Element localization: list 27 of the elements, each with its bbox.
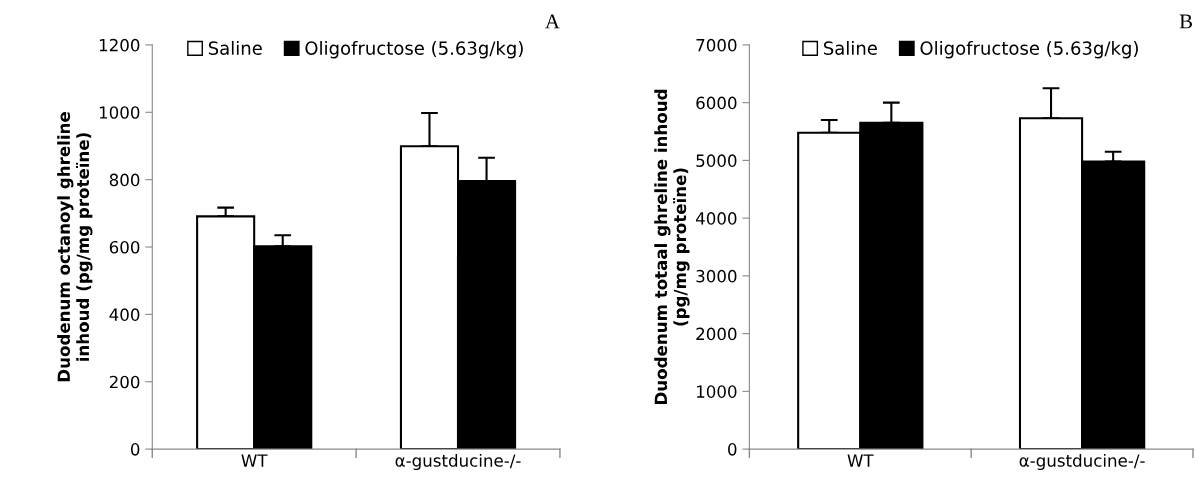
y-tick-label: 3000: [696, 269, 737, 283]
legend-label: Saline: [823, 40, 877, 55]
y-tick-label: 800: [109, 173, 140, 187]
y-tick-label: 4000: [695, 212, 737, 225]
y-tick-label: 0: [728, 443, 737, 456]
y-tick-label: 6000: [696, 96, 737, 110]
legend-label: Oligofructose (5.63g/kg): [920, 40, 1138, 59]
chart-title: A: [545, 14, 560, 29]
y-tick-label: 2000: [696, 327, 737, 341]
y-tick-label: 7000: [696, 38, 737, 52]
legend-label: Oligofructose (5.63g/kg): [305, 40, 523, 59]
y-tick-label: 0: [130, 443, 140, 456]
y-tick-label: 5000: [696, 154, 737, 167]
y-axis-title: Duodenum totaal ghreline inhoud (pg/mg proteïne): [654, 89, 690, 405]
y-tick-label: 1200: [99, 38, 140, 52]
y-axis-title: Duodenum octanoyl ghreline inhoud (pg/mg proteïne): [57, 112, 93, 382]
y-tick-label: 600: [109, 240, 140, 254]
y-tick-label: 1000: [696, 385, 737, 398]
y-tick-label: 1000: [99, 106, 140, 119]
x-tick-label: α-gustducine-/-: [395, 453, 521, 471]
y-tick-label: 400: [109, 308, 140, 321]
y-tick-label: 200: [109, 375, 140, 389]
x-tick-label: WT: [847, 454, 874, 467]
x-tick-label: α-gustducine-/-: [1019, 453, 1145, 471]
chart-title: B: [1179, 14, 1192, 29]
legend-label: Saline: [208, 40, 262, 55]
x-tick-label: WT: [241, 454, 268, 467]
